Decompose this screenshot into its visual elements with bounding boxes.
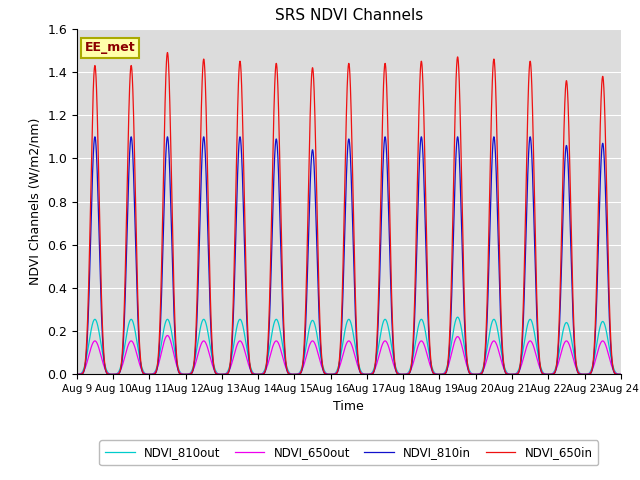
NDVI_810out: [189, 364, 197, 370]
NDVI_650out: [615, 372, 623, 377]
Y-axis label: NDVI Channels (W/m2/nm): NDVI Channels (W/m2/nm): [29, 118, 42, 285]
NDVI_810in: [189, 367, 197, 372]
NDVI_650in: [184, 372, 191, 377]
Text: EE_met: EE_met: [85, 41, 136, 54]
NDVI_810in: [91, 134, 99, 140]
NDVI_650out: [189, 367, 197, 372]
NDVI_650out: [164, 333, 172, 338]
Line: NDVI_650out: NDVI_650out: [77, 336, 621, 374]
NDVI_810in: [617, 372, 625, 377]
Line: NDVI_650in: NDVI_650in: [77, 53, 621, 374]
NDVI_650out: [276, 346, 284, 352]
Line: NDVI_810in: NDVI_810in: [77, 137, 621, 374]
NDVI_650in: [276, 193, 284, 199]
NDVI_650in: [189, 365, 197, 371]
NDVI_810in: [276, 237, 284, 242]
NDVI_810in: [424, 310, 431, 315]
NDVI_810out: [615, 372, 623, 377]
NDVI_650in: [73, 372, 81, 377]
NDVI_810out: [73, 372, 81, 377]
NDVI_810out: [617, 372, 625, 377]
NDVI_810out: [454, 314, 461, 320]
NDVI_810in: [73, 372, 81, 377]
NDVI_810in: [501, 369, 509, 375]
NDVI_650in: [424, 290, 431, 296]
NDVI_650out: [424, 354, 431, 360]
NDVI_810out: [184, 372, 191, 377]
NDVI_650out: [73, 372, 81, 377]
NDVI_650in: [164, 50, 172, 56]
NDVI_650in: [617, 372, 625, 377]
NDVI_810out: [276, 329, 284, 335]
NDVI_650in: [501, 368, 509, 374]
NDVI_810out: [501, 366, 509, 372]
NDVI_810out: [424, 343, 431, 348]
NDVI_650out: [617, 372, 625, 377]
NDVI_650out: [184, 372, 191, 377]
NDVI_650in: [615, 372, 623, 377]
Legend: NDVI_810out, NDVI_650out, NDVI_810in, NDVI_650in: NDVI_810out, NDVI_650out, NDVI_810in, ND…: [99, 441, 598, 465]
Title: SRS NDVI Channels: SRS NDVI Channels: [275, 9, 423, 24]
NDVI_810in: [184, 372, 191, 377]
X-axis label: Time: Time: [333, 400, 364, 413]
NDVI_810in: [615, 372, 623, 377]
Line: NDVI_810out: NDVI_810out: [77, 317, 621, 374]
NDVI_650out: [501, 368, 509, 374]
